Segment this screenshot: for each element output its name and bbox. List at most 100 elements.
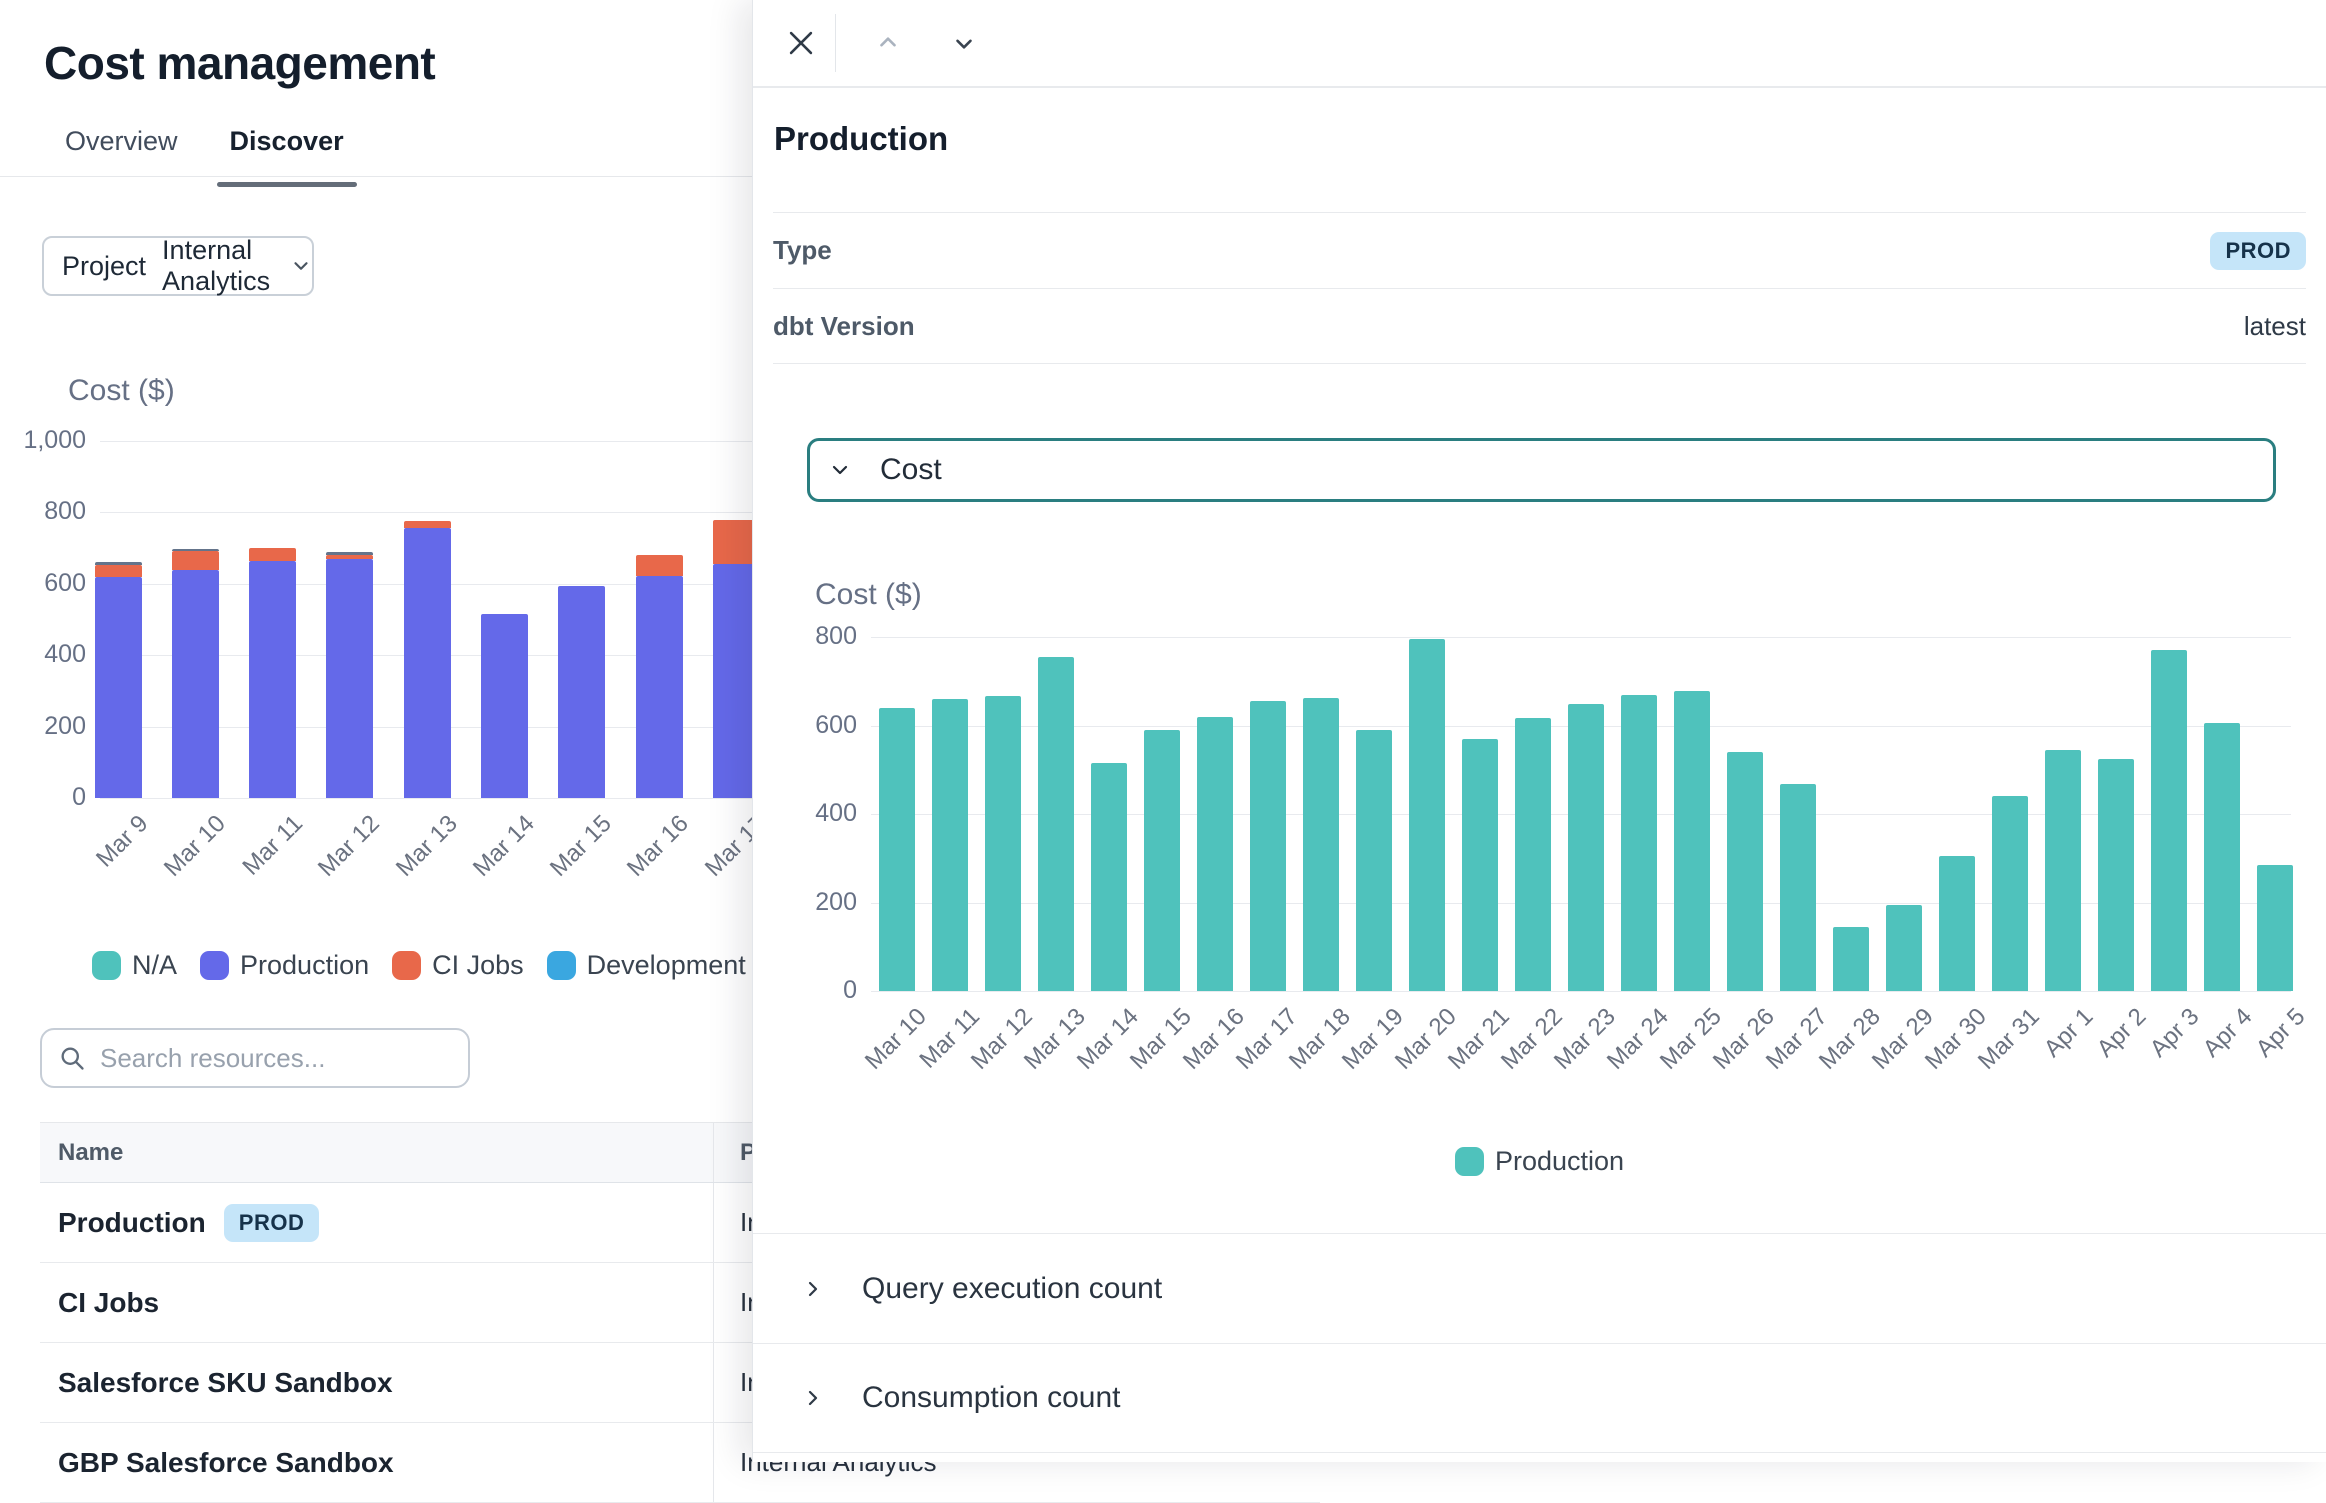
bar-mar-16-production[interactable]: [635, 575, 683, 798]
tab-overview[interactable]: Overview: [65, 126, 178, 156]
y-axis-tick-label: 200: [815, 887, 857, 916]
bar-mar-11-production[interactable]: [932, 698, 968, 991]
bar-apr-3-production[interactable]: [2151, 650, 2187, 991]
bar-mar-16-ci-jobs[interactable]: [635, 555, 683, 576]
legend-label: Development: [586, 950, 746, 980]
bar-mar-9-other[interactable]: [94, 562, 142, 566]
chevron-right-icon: [801, 1277, 825, 1301]
bar-mar-12-production[interactable]: [985, 695, 1021, 991]
bar-mar-9-production[interactable]: [94, 576, 142, 798]
bar-mar-10-other[interactable]: [171, 548, 219, 551]
bar-mar-25-production[interactable]: [1674, 691, 1710, 991]
bar-mar-10-production[interactable]: [879, 707, 915, 991]
bar-mar-11-ci-jobs[interactable]: [249, 548, 297, 562]
x-axis-tick-label: Apr 2: [2091, 1003, 2152, 1063]
project-filter-label: Project: [62, 250, 147, 281]
bar-mar-12-ci-jobs[interactable]: [326, 554, 374, 559]
y-gridline: [100, 441, 930, 442]
bar-mar-22-production[interactable]: [1515, 717, 1551, 991]
bar-mar-15-production[interactable]: [1144, 729, 1180, 991]
y-axis-tick-label: 400: [815, 799, 857, 827]
y-axis-tick-label: 600: [815, 710, 857, 739]
bar-mar-9-ci-jobs[interactable]: [94, 565, 142, 577]
bar-mar-28-production[interactable]: [1833, 926, 1869, 991]
bar-mar-18-production[interactable]: [1303, 697, 1339, 991]
cost-section-toggle[interactable]: Cost: [807, 438, 2276, 502]
legend-item-production[interactable]: Production: [1454, 1146, 1624, 1177]
y-gridline: [871, 991, 2291, 992]
y-axis-tick-label: 600: [44, 568, 86, 597]
consumption-section-toggle[interactable]: Consumption count: [753, 1343, 2326, 1453]
bar-mar-14-production[interactable]: [481, 614, 528, 798]
drawer-title: Production: [774, 120, 949, 157]
resource-name: Salesforce SKU Sandbox: [58, 1366, 393, 1398]
query-execution-section-toggle[interactable]: Query execution count: [753, 1233, 2326, 1343]
toolbar-divider: [835, 14, 836, 72]
bar-mar-30-production[interactable]: [1939, 856, 1975, 991]
bar-mar-29-production[interactable]: [1886, 904, 1922, 991]
x-axis-tick-label: Mar 16: [622, 810, 695, 882]
bar-mar-12-production[interactable]: [326, 558, 374, 798]
bar-mar-13-production[interactable]: [403, 528, 451, 798]
y-axis-tick-label: 800: [815, 622, 857, 650]
bar-mar-20-production[interactable]: [1409, 639, 1445, 991]
legend-item-n-a[interactable]: N/A: [92, 950, 177, 981]
search-input[interactable]: [100, 1042, 452, 1074]
bar-apr-1-production[interactable]: [2045, 749, 2081, 991]
legend-label: Production: [240, 950, 370, 980]
chart-plot-area: 0 200 400 600 800 1,000 Mar 9 Mar 10 Mar 11 Mar 1…: [23, 426, 930, 882]
project-filter-value: Internal Analytics: [162, 235, 271, 296]
consumption-section-label: Consumption count: [862, 1381, 1121, 1414]
project-filter-select[interactable]: Project Internal Analytics: [42, 235, 314, 296]
type-row: Type PROD: [773, 212, 2306, 288]
bar-mar-31-production[interactable]: [1992, 796, 2028, 991]
legend-item-production[interactable]: Production: [200, 950, 369, 981]
x-axis-tick-label: Mar 10: [860, 1003, 933, 1075]
bar-mar-10-production[interactable]: [171, 569, 219, 798]
bar-mar-19-production[interactable]: [1356, 729, 1392, 991]
x-axis-tick-label: Apr 3: [2144, 1003, 2205, 1063]
bar-mar-26-production[interactable]: [1727, 752, 1763, 991]
bar-mar-10-ci-jobs[interactable]: [171, 550, 219, 570]
legend-swatch: [92, 951, 121, 980]
bar-apr-2-production[interactable]: [2098, 758, 2134, 991]
production-chart-legend: Production: [753, 1146, 2326, 1177]
bar-mar-13-ci-jobs[interactable]: [403, 521, 451, 529]
chart-title: Cost ($): [815, 578, 922, 611]
legend-item-ci-jobs[interactable]: CI Jobs: [392, 950, 524, 981]
dbt-version-value: latest: [2243, 310, 2306, 341]
close-icon: [784, 26, 818, 60]
legend-item-development[interactable]: Development: [546, 950, 746, 981]
y-gridline: [871, 637, 2291, 638]
bar-apr-5-production[interactable]: [2257, 864, 2293, 991]
bar-mar-11-production[interactable]: [249, 561, 297, 798]
legend-swatch: [392, 951, 422, 980]
bar-mar-12-other[interactable]: [326, 552, 374, 555]
column-header-name: Name: [58, 1138, 124, 1166]
x-axis-tick-label: Mar 11: [237, 810, 308, 881]
bar-mar-27-production[interactable]: [1780, 783, 1816, 991]
bar-mar-14-production[interactable]: [1091, 763, 1127, 991]
resource-name: Production: [58, 1206, 206, 1238]
chevron-up-icon: [875, 30, 901, 56]
bar-mar-13-production[interactable]: [1038, 656, 1074, 991]
close-button[interactable]: [775, 17, 827, 69]
dbt-version-label: dbt Version: [773, 310, 915, 341]
bar-mar-17-production[interactable]: [1250, 701, 1286, 991]
y-axis-tick-label: 1,000: [23, 426, 86, 454]
search-resources-box: [40, 1028, 470, 1088]
bar-mar-23-production[interactable]: [1568, 704, 1604, 991]
bar-mar-16-production[interactable]: [1197, 716, 1233, 991]
search-icon: [58, 1044, 86, 1072]
cell-name: Salesforce SKU Sandbox: [40, 1367, 713, 1399]
bar-apr-4-production[interactable]: [2204, 723, 2240, 991]
bar-mar-24-production[interactable]: [1621, 694, 1657, 991]
x-axis-tick-label: Mar 10: [158, 810, 231, 882]
bar-mar-21-production[interactable]: [1462, 738, 1498, 991]
next-item-button[interactable]: [938, 17, 990, 69]
cell-name: Production PROD: [40, 1203, 713, 1242]
previous-item-button[interactable]: [862, 17, 914, 69]
bar-mar-15-production[interactable]: [558, 586, 606, 798]
legend-label: N/A: [132, 950, 178, 980]
tab-discover[interactable]: Discover: [216, 126, 357, 187]
